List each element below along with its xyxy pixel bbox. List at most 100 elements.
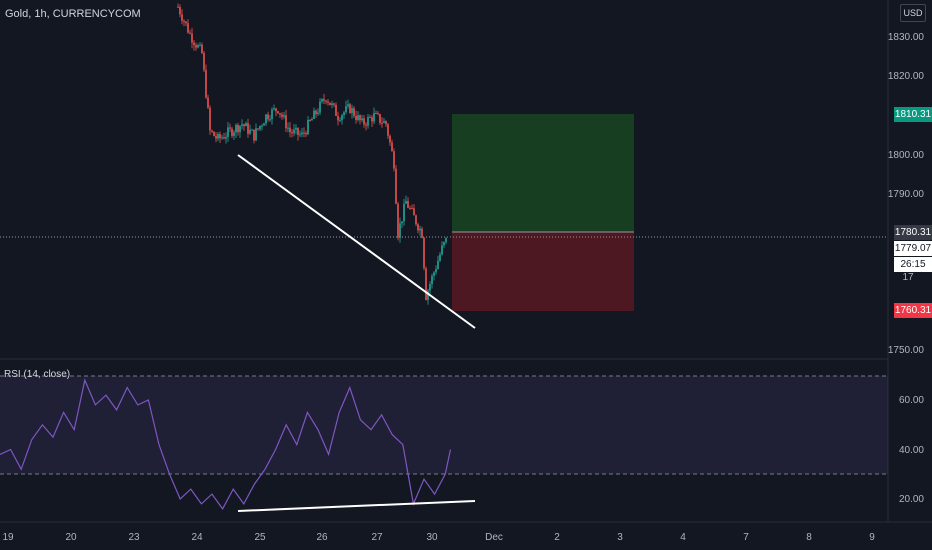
candle-body: [359, 115, 361, 121]
candle-body: [225, 136, 227, 139]
time-tick: 9: [869, 532, 875, 543]
candle-body: [177, 6, 179, 8]
candle-body: [339, 120, 341, 122]
candle-body: [235, 124, 237, 133]
candle-body: [313, 110, 315, 119]
candle-body: [283, 115, 285, 117]
long-position-profit-zone[interactable]: [452, 114, 634, 232]
candle-body: [409, 207, 411, 209]
candle-body: [379, 114, 381, 123]
rsi-line: [0, 378, 452, 511]
candle-body: [239, 125, 241, 133]
candle-body: [267, 114, 269, 120]
time-tick: 7: [743, 532, 749, 543]
candle-body: [325, 100, 327, 102]
candle-body: [273, 108, 275, 110]
time-tick: 2: [554, 532, 560, 543]
candle-body: [415, 215, 417, 225]
candle-body: [297, 127, 299, 135]
candle-body: [385, 121, 387, 125]
rsi-trendline[interactable]: [237, 500, 476, 512]
candle-body: [293, 129, 295, 134]
candle-body: [221, 137, 223, 139]
candle-body: [429, 284, 431, 291]
candle-body: [321, 99, 323, 102]
price-trendline[interactable]: [237, 154, 476, 329]
candle-body: [333, 103, 335, 105]
candle-body: [417, 224, 419, 231]
rsi-tick: 20.00: [898, 494, 924, 505]
candle-body: [249, 129, 251, 134]
candle-body: [393, 151, 395, 169]
candle-body: [179, 6, 181, 15]
candle-body: [445, 237, 447, 243]
candle-body: [223, 137, 225, 139]
candle-body: [247, 123, 249, 134]
candle-body: [365, 124, 367, 126]
time-tick: 8: [806, 532, 812, 543]
candle-body: [341, 115, 343, 121]
candle-body: [301, 132, 303, 135]
time-tick: 25: [254, 532, 266, 543]
candle-body: [373, 113, 375, 122]
symbol-title[interactable]: Gold, 1h, CURRENCYCOM: [5, 8, 141, 20]
candle-body: [227, 127, 229, 137]
candle-body: [241, 124, 243, 126]
candle-body: [419, 228, 421, 231]
candle-body: [353, 108, 355, 117]
candle-body: [289, 127, 291, 133]
stop-price-badge: 1760.31: [894, 303, 932, 318]
candle-body: [203, 53, 205, 70]
candle-body: [305, 132, 307, 135]
candle-body: [371, 117, 373, 122]
candle-body: [383, 121, 385, 123]
candle-body: [209, 107, 211, 131]
candle-body: [195, 45, 197, 48]
candle-body: [355, 116, 357, 120]
candle-body: [441, 245, 443, 255]
candle-body: [343, 112, 345, 116]
candle-body: [423, 237, 425, 269]
candle-body: [185, 21, 187, 24]
candle-body: [201, 44, 203, 54]
candle-body: [357, 115, 359, 120]
candle-body: [337, 115, 339, 121]
candle-body: [231, 128, 233, 136]
candle-body: [391, 142, 393, 152]
candle-body: [367, 117, 369, 126]
candle-body: [217, 134, 219, 139]
candle-body: [335, 104, 337, 116]
time-tick: 4: [680, 532, 686, 543]
candle-body: [197, 45, 199, 48]
candle-body: [395, 168, 397, 204]
candle-body: [315, 110, 317, 115]
entry-price-badge: 1780.31: [894, 225, 932, 240]
candle-body: [363, 118, 365, 125]
long-position-loss-zone[interactable]: [452, 232, 634, 311]
candle-body: [265, 114, 267, 124]
candle-body: [443, 242, 445, 246]
rsi-tick: 40.00: [898, 445, 924, 456]
candlestick-series: [177, 3, 447, 305]
candle-body: [399, 223, 401, 238]
candle-body: [421, 228, 423, 238]
candle-body: [347, 104, 349, 107]
candle-body: [285, 115, 287, 129]
partial-price-label: 17: [902, 272, 914, 283]
rsi-indicator-title[interactable]: RSI (14, close): [4, 369, 71, 380]
candle-body: [437, 260, 439, 270]
currency-button[interactable]: USD: [900, 4, 926, 22]
candle-body: [427, 290, 429, 300]
candle-body: [319, 101, 321, 113]
candle-body: [299, 134, 301, 136]
candle-body: [377, 113, 379, 115]
candle-body: [303, 132, 305, 134]
candle-body: [219, 134, 221, 139]
candle-body: [403, 203, 405, 222]
time-tick: 20: [65, 532, 77, 543]
candle-body: [189, 32, 191, 34]
candle-body: [309, 120, 311, 122]
time-tick: 3: [617, 532, 623, 543]
candle-body: [199, 44, 201, 46]
